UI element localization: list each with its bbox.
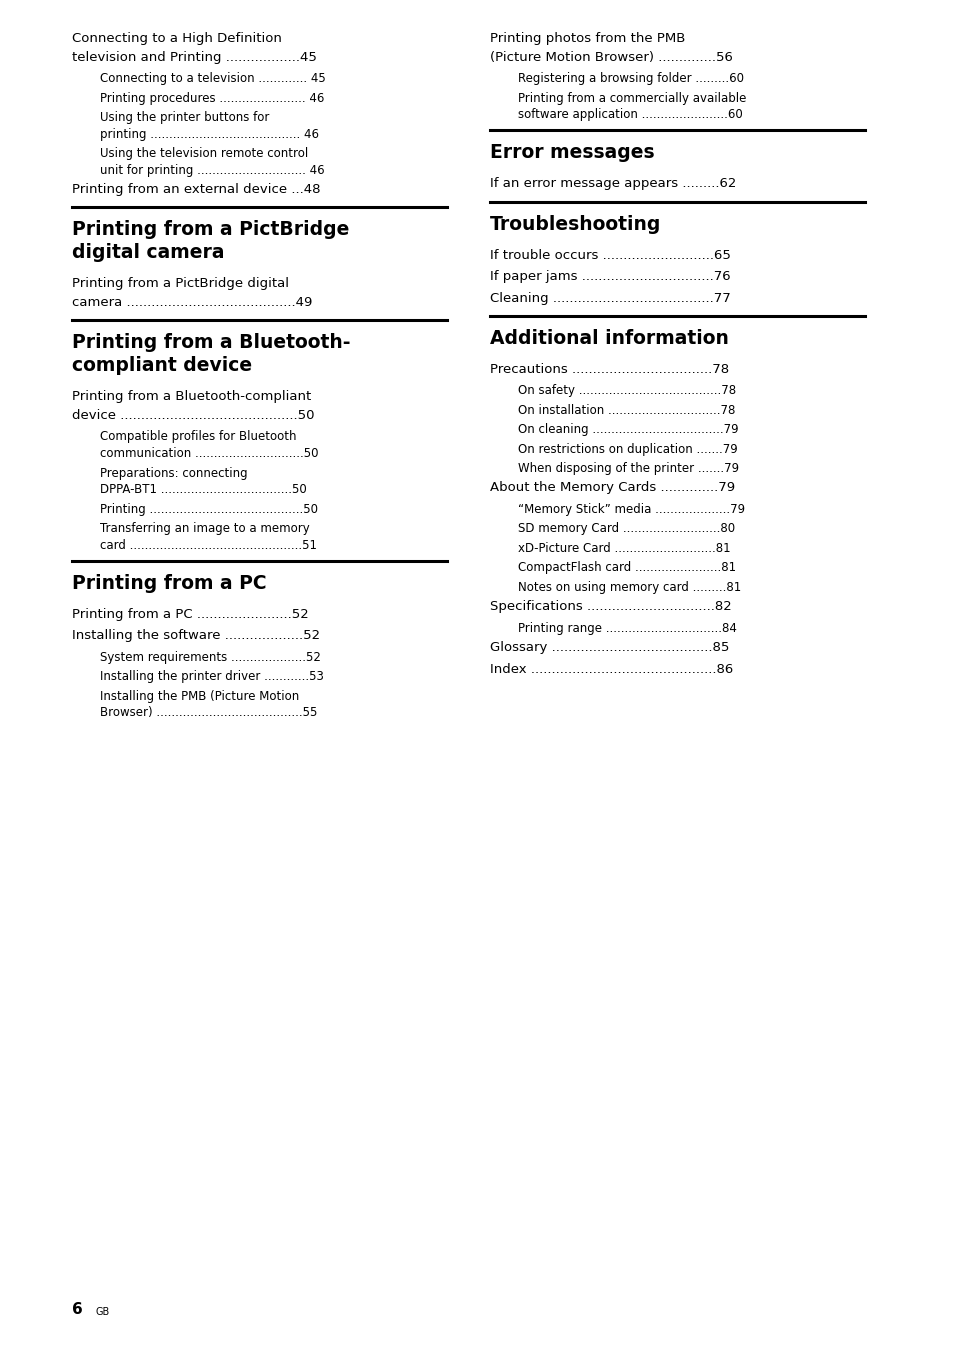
Text: Printing .........................................50: Printing ...............................… bbox=[100, 503, 317, 515]
Text: Preparations: connecting: Preparations: connecting bbox=[100, 466, 248, 480]
Text: Printing procedures ....................... 46: Printing procedures ....................… bbox=[100, 92, 324, 104]
Text: Glossary .......................................85: Glossary ...............................… bbox=[490, 641, 729, 654]
Text: Notes on using memory card .........81: Notes on using memory card .........81 bbox=[517, 581, 740, 594]
Text: Additional information: Additional information bbox=[490, 329, 728, 347]
Text: When disposing of the printer .......79: When disposing of the printer .......79 bbox=[517, 462, 739, 475]
Text: Index .............................................86: Index ..................................… bbox=[490, 662, 733, 676]
Text: xD-Picture Card ...........................81: xD-Picture Card ........................… bbox=[517, 542, 730, 554]
Text: unit for printing ............................. 46: unit for printing ......................… bbox=[100, 164, 324, 177]
Text: Specifications ...............................82: Specifications .........................… bbox=[490, 600, 731, 614]
Text: Troubleshooting: Troubleshooting bbox=[490, 215, 660, 234]
Text: Using the television remote control: Using the television remote control bbox=[100, 147, 308, 161]
Text: Cleaning .......................................77: Cleaning ...............................… bbox=[490, 292, 730, 304]
Text: If an error message appears .........62: If an error message appears .........62 bbox=[490, 177, 736, 191]
Text: Installing the PMB (Picture Motion: Installing the PMB (Picture Motion bbox=[100, 690, 299, 703]
Text: Registering a browsing folder .........60: Registering a browsing folder .........6… bbox=[517, 72, 743, 85]
Text: Printing from a Bluetooth-compliant: Printing from a Bluetooth-compliant bbox=[71, 391, 311, 403]
Text: GB: GB bbox=[95, 1307, 110, 1317]
Text: System requirements ....................52: System requirements ....................… bbox=[100, 650, 320, 664]
Text: Connecting to a High Definition: Connecting to a High Definition bbox=[71, 32, 281, 45]
Text: television and Printing ..................45: television and Printing ................… bbox=[71, 51, 316, 64]
Text: Browser) .......................................55: Browser) ...............................… bbox=[100, 707, 317, 719]
Text: Precautions ..................................78: Precautions ............................… bbox=[490, 362, 728, 376]
Text: (Picture Motion Browser) ..............56: (Picture Motion Browser) ..............5… bbox=[490, 51, 732, 64]
Text: Printing from a PC .......................52: Printing from a PC .....................… bbox=[71, 608, 309, 621]
Text: Transferring an image to a memory: Transferring an image to a memory bbox=[100, 522, 310, 535]
Text: Using the printer buttons for: Using the printer buttons for bbox=[100, 111, 269, 124]
Text: 6: 6 bbox=[71, 1302, 83, 1317]
Text: device ...........................................50: device .................................… bbox=[71, 408, 314, 422]
Text: Printing photos from the PMB: Printing photos from the PMB bbox=[490, 32, 684, 45]
Text: Printing from an external device ...48: Printing from an external device ...48 bbox=[71, 184, 320, 196]
Text: SD memory Card ..........................80: SD memory Card .........................… bbox=[517, 522, 735, 535]
Text: camera .........................................49: camera .................................… bbox=[71, 296, 312, 310]
Text: card ..............................................51: card ...................................… bbox=[100, 539, 316, 552]
Text: software application .......................60: software application ...................… bbox=[517, 108, 742, 122]
Text: On cleaning ...................................79: On cleaning ............................… bbox=[517, 423, 738, 437]
Text: CompactFlash card .......................81: CompactFlash card ......................… bbox=[517, 561, 736, 575]
Text: Compatible profiles for Bluetooth: Compatible profiles for Bluetooth bbox=[100, 430, 296, 443]
Text: About the Memory Cards ..............79: About the Memory Cards ..............79 bbox=[490, 481, 735, 495]
Text: On safety ......................................78: On safety ..............................… bbox=[517, 384, 736, 397]
Text: Installing the printer driver ............53: Installing the printer driver ..........… bbox=[100, 671, 323, 683]
Text: printing ........................................ 46: printing ...............................… bbox=[100, 128, 318, 141]
Text: On installation ..............................78: On installation ........................… bbox=[517, 404, 735, 416]
Text: Printing from a commercially available: Printing from a commercially available bbox=[517, 92, 745, 104]
Text: Printing from a PC: Printing from a PC bbox=[71, 573, 266, 592]
Text: digital camera: digital camera bbox=[71, 243, 224, 262]
Text: Error messages: Error messages bbox=[490, 143, 654, 162]
Text: Printing from a PictBridge: Printing from a PictBridge bbox=[71, 220, 349, 239]
Text: If paper jams ................................76: If paper jams ..........................… bbox=[490, 270, 730, 283]
Text: Printing from a PictBridge digital: Printing from a PictBridge digital bbox=[71, 277, 289, 291]
Text: Installing the software ...................52: Installing the software ................… bbox=[71, 630, 320, 642]
Text: Printing from a Bluetooth-: Printing from a Bluetooth- bbox=[71, 333, 350, 353]
Text: Printing range ...............................84: Printing range .........................… bbox=[517, 622, 736, 634]
Text: DPPA-BT1 ...................................50: DPPA-BT1 ...............................… bbox=[100, 483, 307, 496]
Text: On restrictions on duplication .......79: On restrictions on duplication .......79 bbox=[517, 442, 737, 456]
Text: If trouble occurs ...........................65: If trouble occurs ......................… bbox=[490, 249, 730, 261]
Text: communication .............................50: communication ..........................… bbox=[100, 448, 318, 460]
Text: compliant device: compliant device bbox=[71, 356, 252, 375]
Text: “Memory Stick” media ....................79: “Memory Stick” media ...................… bbox=[517, 503, 744, 516]
Text: Connecting to a television ............. 45: Connecting to a television .............… bbox=[100, 72, 325, 85]
